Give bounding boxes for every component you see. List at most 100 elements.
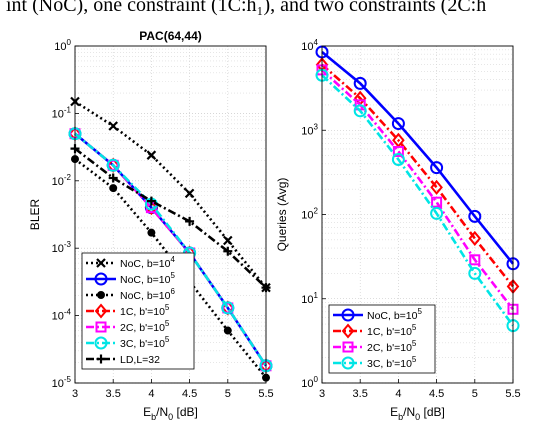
data-point bbox=[430, 206, 444, 220]
x-tick-label: 5.5 bbox=[258, 388, 273, 400]
data-point bbox=[353, 104, 367, 118]
data-point bbox=[468, 209, 482, 223]
y-tick-label: 102 bbox=[301, 207, 318, 222]
y-tick-label: 103 bbox=[301, 122, 318, 137]
data-point bbox=[392, 145, 404, 157]
legend-entry: 3C, b'=105 bbox=[333, 355, 417, 370]
legend-label: 3C, b'=105 bbox=[120, 335, 170, 350]
y-tick-label: 100 bbox=[54, 38, 71, 53]
data-point bbox=[147, 228, 156, 237]
x-tick-label: 5 bbox=[472, 388, 478, 400]
x-tick-label: 4 bbox=[395, 388, 401, 400]
y-tick-label: 10-5 bbox=[52, 375, 72, 390]
legend-marker bbox=[94, 303, 108, 319]
x-tick-label: 4.5 bbox=[429, 388, 444, 400]
data-point bbox=[430, 161, 444, 175]
series-line bbox=[321, 50, 515, 265]
legend-label: 3C, b'=105 bbox=[367, 355, 417, 370]
y-tick-label: 10-4 bbox=[52, 308, 72, 323]
x-tick-label: 3 bbox=[319, 388, 325, 400]
data-point bbox=[109, 184, 118, 193]
y-axis-label: Queries (Avg) bbox=[275, 178, 289, 252]
data-point bbox=[146, 196, 156, 206]
data-point bbox=[108, 173, 118, 183]
legend-entry: NoC, b=105 bbox=[86, 271, 176, 286]
legend-entry: 2C, b'=105 bbox=[333, 339, 417, 354]
legend-label: 2C, b'=105 bbox=[120, 319, 170, 334]
legend-box bbox=[81, 252, 195, 370]
y-tick-label: 10-3 bbox=[52, 240, 72, 255]
legend-marker bbox=[97, 291, 105, 299]
legend-marker bbox=[342, 341, 354, 353]
data-point bbox=[223, 235, 233, 246]
x-tick-label: 3.5 bbox=[353, 388, 368, 400]
legend-entry: LD,L=32 bbox=[86, 354, 160, 366]
legend-label: LD,L=32 bbox=[120, 354, 160, 366]
series-line bbox=[321, 68, 515, 311]
y-tick-label: 10-2 bbox=[52, 173, 72, 188]
x-tick-label: 5.5 bbox=[505, 388, 520, 400]
x-axis-label: Eb/N0 [dB] bbox=[390, 405, 445, 422]
y-tick-label: 101 bbox=[301, 291, 318, 306]
figure-caption: int (NoC), one constraint (1C:h₁), and t… bbox=[6, 0, 487, 16]
legend-marker bbox=[94, 272, 108, 286]
legend-marker bbox=[341, 308, 355, 322]
data-point bbox=[468, 230, 482, 246]
data-point bbox=[223, 326, 232, 335]
y-tick-label: 100 bbox=[301, 375, 318, 390]
legend-marker bbox=[94, 336, 108, 350]
data-point bbox=[223, 246, 233, 256]
y-tick-label: 104 bbox=[301, 38, 318, 53]
chart-title: PAC(64,44) bbox=[139, 29, 201, 43]
data-point bbox=[353, 76, 367, 90]
series-line bbox=[74, 158, 268, 379]
x-tick-label: 5 bbox=[225, 388, 231, 400]
legend-label: NoC, b=106 bbox=[120, 287, 176, 302]
legend-entry: NoC, b=106 bbox=[86, 287, 176, 302]
x-tick-label: 4 bbox=[148, 388, 154, 400]
legend-marker bbox=[96, 258, 106, 268]
legend-label: NoC, b=105 bbox=[120, 271, 176, 286]
y-axis-label: BLER bbox=[28, 198, 42, 230]
x-tick-label: 4.5 bbox=[182, 388, 197, 400]
series-line bbox=[74, 100, 268, 289]
data-point bbox=[391, 117, 405, 131]
legend-label: 2C, b'=105 bbox=[367, 339, 417, 354]
axes-box bbox=[74, 45, 267, 384]
series-line bbox=[321, 63, 515, 288]
data-point bbox=[221, 301, 235, 315]
x-tick-label: 3.5 bbox=[106, 388, 121, 400]
series-line bbox=[74, 147, 267, 289]
legend-marker bbox=[95, 321, 107, 333]
data-point bbox=[391, 152, 405, 166]
data-point bbox=[108, 121, 118, 131]
legend-entry: 1C, b'=105 bbox=[86, 303, 170, 319]
data-point bbox=[146, 150, 157, 160]
legend-box bbox=[328, 304, 436, 374]
data-point bbox=[430, 179, 443, 195]
data-point bbox=[431, 196, 443, 208]
legend-label: 1C, b'=105 bbox=[367, 323, 417, 338]
y-tick-label: 10-1 bbox=[52, 105, 72, 120]
axes-box bbox=[321, 45, 514, 384]
legend-marker bbox=[341, 356, 355, 370]
data-point bbox=[185, 216, 195, 226]
legend-marker bbox=[341, 323, 355, 339]
queries-chart: 3 3.5 4 4.5 5 5.5 100 101 102 103 104 Eb/N0 [dB] Que… bbox=[275, 38, 521, 422]
legend-entry: NoC, b=105 bbox=[333, 307, 423, 322]
x-axis-label: Eb/N0 [dB] bbox=[143, 405, 198, 422]
legend-label: NoC, b=104 bbox=[120, 255, 176, 270]
legend-label: 1C, b'=105 bbox=[120, 303, 170, 318]
series-line bbox=[321, 74, 515, 327]
series-0 bbox=[70, 96, 271, 293]
data-point bbox=[184, 188, 195, 199]
bler-chart: 3 3.5 4 4.5 5 5.5 10-5 10-4 10-3 10-2 10-1 100 PAC(6… bbox=[28, 29, 274, 422]
data-point bbox=[106, 158, 120, 172]
data-point bbox=[469, 254, 481, 266]
legend-entry: 3C, b'=105 bbox=[86, 335, 170, 350]
data-point bbox=[468, 266, 482, 280]
legend-marker bbox=[96, 354, 106, 364]
